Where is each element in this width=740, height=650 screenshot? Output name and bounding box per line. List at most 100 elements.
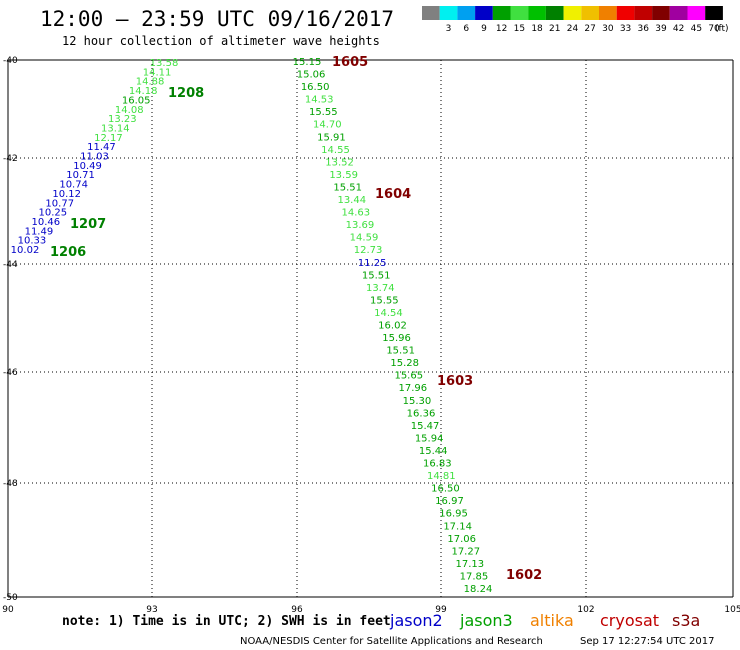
wave-height-value: 16.50 <box>431 484 460 495</box>
wave-height-value: 15.30 <box>403 396 432 407</box>
track-time-label: 1602 <box>506 568 542 583</box>
footer-note: note: 1) Time is in UTC; 2) SWH is in fe… <box>62 614 391 629</box>
footer-credit: NOAA/NESDIS Center for Satellite Applica… <box>240 636 543 647</box>
satellite-label-s3a: s3a <box>672 611 700 630</box>
wave-height-value: 16.95 <box>439 509 468 520</box>
wave-height-value: 14.81 <box>427 471 456 482</box>
wave-height-value: 15.51 <box>362 270 391 281</box>
track-time-label: 1206 <box>50 245 86 260</box>
legend-swatch <box>457 6 476 20</box>
wave-height-value: 15.15 <box>293 57 322 68</box>
wave-height-value: 17.14 <box>443 521 472 532</box>
legend-label: 42 <box>673 24 684 34</box>
wave-height-value: 12.17 <box>94 133 123 144</box>
track-time-label: 1207 <box>70 217 106 232</box>
wave-height-value: 10.02 <box>11 245 40 256</box>
lon-tick-label: 96 <box>291 605 303 615</box>
wave-height-value: 12.73 <box>354 245 383 256</box>
satellite-legend: jason2 jason3 altika cryosat s3a <box>389 611 700 630</box>
wave-height-value: 14.53 <box>305 95 334 106</box>
wave-height-value: 18.24 <box>464 584 493 595</box>
legend-swatch <box>510 6 529 20</box>
wave-height-value: 16.05 <box>122 95 151 106</box>
wave-height-value: 13.59 <box>329 170 358 181</box>
wave-height-value: 10.49 <box>73 161 102 172</box>
lon-tick-label: 99 <box>435 605 447 615</box>
wave-height-value: 14.55 <box>321 145 350 156</box>
legend-swatch <box>439 6 458 20</box>
lat-tick-label: -42 <box>3 154 18 164</box>
wave-height-value: 16.02 <box>378 321 407 332</box>
wave-height-value: 10.71 <box>66 170 95 181</box>
legend-swatch <box>563 6 582 20</box>
legend-unit: (ft) <box>715 24 729 34</box>
satellite-label-cryosat: cryosat <box>600 611 659 630</box>
color-legend: 3 6 9 12 15 18 21 24 27 30 33 36 39 42 45 70 <box>422 6 723 34</box>
wave-height-value: 16.36 <box>407 408 436 419</box>
lat-tick-label: -46 <box>3 368 18 378</box>
wave-height-value: 15.55 <box>370 295 399 306</box>
legend-swatch <box>599 6 617 20</box>
lon-tick-label: 90 <box>2 605 14 615</box>
wave-height-value: 14.08 <box>115 105 144 116</box>
wave-height-value: 10.74 <box>59 180 88 191</box>
wave-height-value: 11.49 <box>25 226 54 237</box>
legend-swatch <box>422 6 440 20</box>
wave-height-value: 10.77 <box>45 198 74 209</box>
wave-height-value: 15.96 <box>382 333 411 344</box>
wave-height-value: 13.58 <box>150 58 179 69</box>
legend-swatch <box>475 6 493 20</box>
wave-height-value: 13.23 <box>108 114 137 125</box>
lat-tick-label: -40 <box>3 56 18 66</box>
wave-height-value: 13.74 <box>366 283 395 294</box>
legend-label: 27 <box>584 24 595 34</box>
legend-label: 18 <box>531 24 543 34</box>
wave-height-value: 14.70 <box>313 120 342 131</box>
legend-label: 30 <box>602 24 614 34</box>
legend-label: 70 <box>708 24 720 34</box>
wave-height-value: 13.14 <box>101 123 130 134</box>
wave-height-value: 11.25 <box>358 258 387 269</box>
legend-swatch <box>528 6 546 20</box>
lon-tick-label: 93 <box>146 605 157 615</box>
legend-swatch <box>687 6 706 20</box>
map-title: 12:00 – 23:59 UTC 09/16/2017 <box>40 7 394 31</box>
wave-height-value: 15.51 <box>333 182 362 193</box>
wave-height-value: 13.69 <box>346 220 375 231</box>
wave-height-value: 13.52 <box>325 157 354 168</box>
wave-height-value: 17.85 <box>460 571 489 582</box>
wave-height-value: 15.65 <box>394 371 423 382</box>
legend-swatch <box>669 6 688 20</box>
track-time-label: 1604 <box>375 187 411 202</box>
wave-height-value: 14.54 <box>374 308 403 319</box>
wave-height-value: 14.18 <box>129 86 158 97</box>
wave-height-value: 14.63 <box>342 208 371 219</box>
wave-height-value: 10.25 <box>38 208 67 219</box>
lat-tick-label: -44 <box>3 260 18 270</box>
legend-swatch <box>705 6 723 20</box>
legend-label: 15 <box>514 24 525 34</box>
lat-tick-label: -48 <box>3 479 18 489</box>
lon-tick-label: 102 <box>577 605 594 615</box>
wave-height-value: 16.50 <box>301 82 330 93</box>
wave-height-value: 17.13 <box>456 559 485 570</box>
wave-height-value: 14.11 <box>143 67 172 78</box>
wave-height-value: 15.06 <box>297 70 326 81</box>
wave-height-value: 15.51 <box>386 346 415 357</box>
lon-tick-label: 105 <box>724 605 740 615</box>
legend-label: 9 <box>481 24 487 34</box>
satellite-label-jason2: jason2 <box>389 611 443 630</box>
wave-height-value: 15.55 <box>309 107 338 118</box>
wave-height-value: 15.94 <box>415 433 444 444</box>
legend-swatch <box>581 6 599 20</box>
lat-tick-label: -50 <box>3 593 18 603</box>
wave-height-value: 15.28 <box>390 358 419 369</box>
legend-label: 45 <box>691 24 702 34</box>
wave-height-value: 10.12 <box>52 189 81 200</box>
satellite-label-altika: altika <box>530 611 574 630</box>
wave-height-value: 15.44 <box>419 446 448 457</box>
satellite-label-jason3: jason3 <box>459 611 513 630</box>
legend-label: 33 <box>620 24 631 34</box>
legend-swatch <box>492 6 511 20</box>
